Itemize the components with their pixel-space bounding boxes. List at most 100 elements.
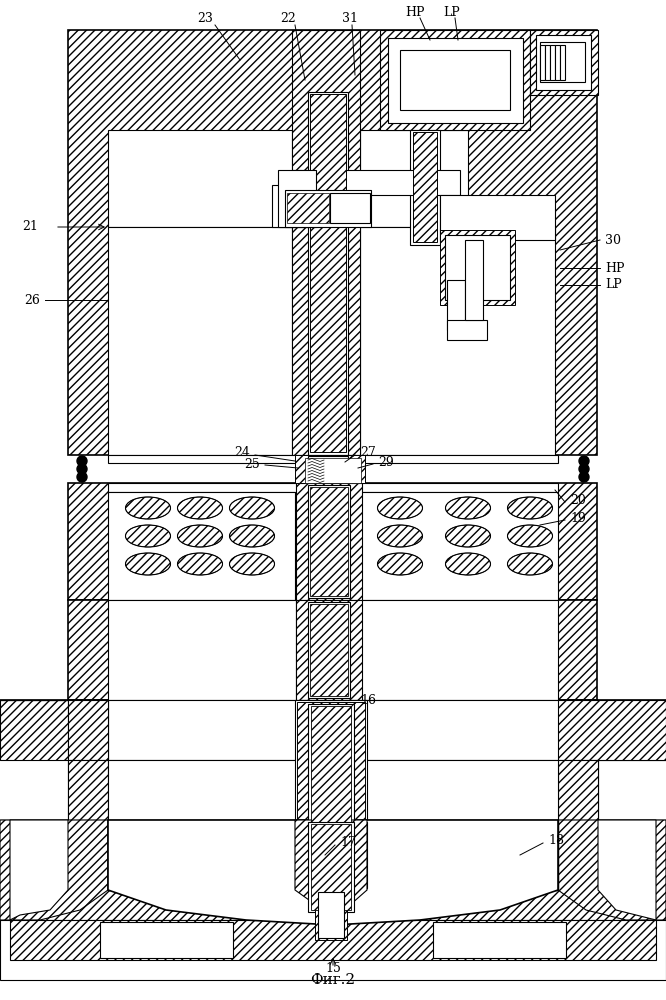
Bar — [555, 45, 560, 80]
PathPatch shape — [558, 700, 666, 820]
Bar — [108, 492, 295, 600]
Text: 29: 29 — [378, 456, 394, 470]
Bar — [287, 193, 329, 223]
Bar — [433, 922, 566, 958]
Bar — [360, 130, 468, 227]
Text: 22: 22 — [280, 11, 296, 24]
Bar — [540, 45, 545, 80]
Bar — [358, 600, 558, 700]
Ellipse shape — [378, 497, 422, 519]
Bar — [536, 35, 591, 90]
Bar — [311, 824, 351, 910]
Bar — [550, 45, 555, 80]
PathPatch shape — [558, 820, 666, 920]
Ellipse shape — [125, 553, 170, 575]
Bar — [465, 240, 483, 320]
Bar — [305, 458, 361, 483]
Bar — [400, 50, 510, 110]
Bar — [445, 235, 510, 300]
Bar — [297, 702, 365, 867]
Bar — [0, 700, 666, 760]
Bar — [311, 706, 351, 864]
Text: 21: 21 — [22, 221, 38, 233]
Bar — [330, 193, 370, 223]
Ellipse shape — [446, 553, 490, 575]
Bar — [295, 700, 367, 870]
Ellipse shape — [230, 525, 274, 547]
Bar — [308, 702, 350, 758]
Circle shape — [579, 456, 589, 466]
Ellipse shape — [507, 497, 553, 519]
PathPatch shape — [295, 820, 367, 910]
Circle shape — [77, 456, 87, 466]
Bar — [310, 604, 348, 696]
Text: LP: LP — [444, 5, 460, 18]
PathPatch shape — [0, 700, 108, 820]
Circle shape — [77, 472, 87, 482]
Bar — [296, 700, 362, 760]
Bar — [108, 227, 292, 455]
Bar — [108, 483, 558, 492]
Bar — [358, 820, 558, 890]
PathPatch shape — [0, 820, 108, 920]
Ellipse shape — [125, 497, 170, 519]
Bar — [278, 170, 316, 227]
Bar — [358, 760, 558, 820]
PathPatch shape — [10, 820, 68, 920]
Bar — [308, 822, 354, 912]
PathPatch shape — [0, 700, 108, 760]
Bar — [308, 456, 348, 482]
Bar — [108, 760, 296, 820]
Bar — [295, 455, 365, 483]
Bar — [410, 130, 440, 245]
Bar — [447, 280, 465, 330]
Bar — [296, 820, 366, 890]
Bar — [68, 483, 597, 600]
Ellipse shape — [230, 497, 274, 519]
Bar — [380, 30, 530, 130]
Bar — [540, 42, 585, 82]
Bar — [440, 195, 555, 240]
Bar — [308, 92, 348, 455]
Bar — [308, 602, 350, 698]
Bar — [292, 170, 460, 195]
Bar — [413, 132, 437, 242]
PathPatch shape — [68, 760, 108, 820]
Bar — [108, 600, 296, 700]
Ellipse shape — [446, 497, 490, 519]
Bar — [108, 455, 558, 463]
Bar — [108, 820, 296, 890]
Bar — [292, 30, 360, 455]
Ellipse shape — [178, 497, 222, 519]
PathPatch shape — [558, 700, 666, 760]
Ellipse shape — [507, 553, 553, 575]
Ellipse shape — [378, 553, 422, 575]
Bar — [315, 890, 347, 940]
Bar — [0, 920, 666, 980]
Text: 17: 17 — [340, 836, 356, 848]
Bar — [68, 600, 597, 700]
PathPatch shape — [558, 760, 598, 820]
Bar — [108, 700, 296, 760]
Circle shape — [579, 472, 589, 482]
Bar — [440, 230, 515, 305]
Text: 24: 24 — [234, 446, 250, 458]
Bar — [310, 704, 348, 756]
Text: 23: 23 — [197, 11, 213, 24]
Ellipse shape — [178, 553, 222, 575]
Bar — [530, 30, 598, 95]
Text: 25: 25 — [244, 458, 260, 471]
Text: 18: 18 — [548, 834, 564, 846]
Bar — [108, 820, 558, 890]
Circle shape — [579, 464, 589, 474]
Bar — [310, 94, 346, 452]
PathPatch shape — [598, 820, 656, 920]
Text: LP: LP — [605, 278, 622, 292]
Ellipse shape — [178, 525, 222, 547]
PathPatch shape — [108, 820, 558, 925]
Circle shape — [77, 464, 87, 474]
Ellipse shape — [507, 525, 553, 547]
Bar — [358, 492, 558, 600]
Bar — [360, 227, 555, 455]
Text: 19: 19 — [570, 512, 586, 524]
